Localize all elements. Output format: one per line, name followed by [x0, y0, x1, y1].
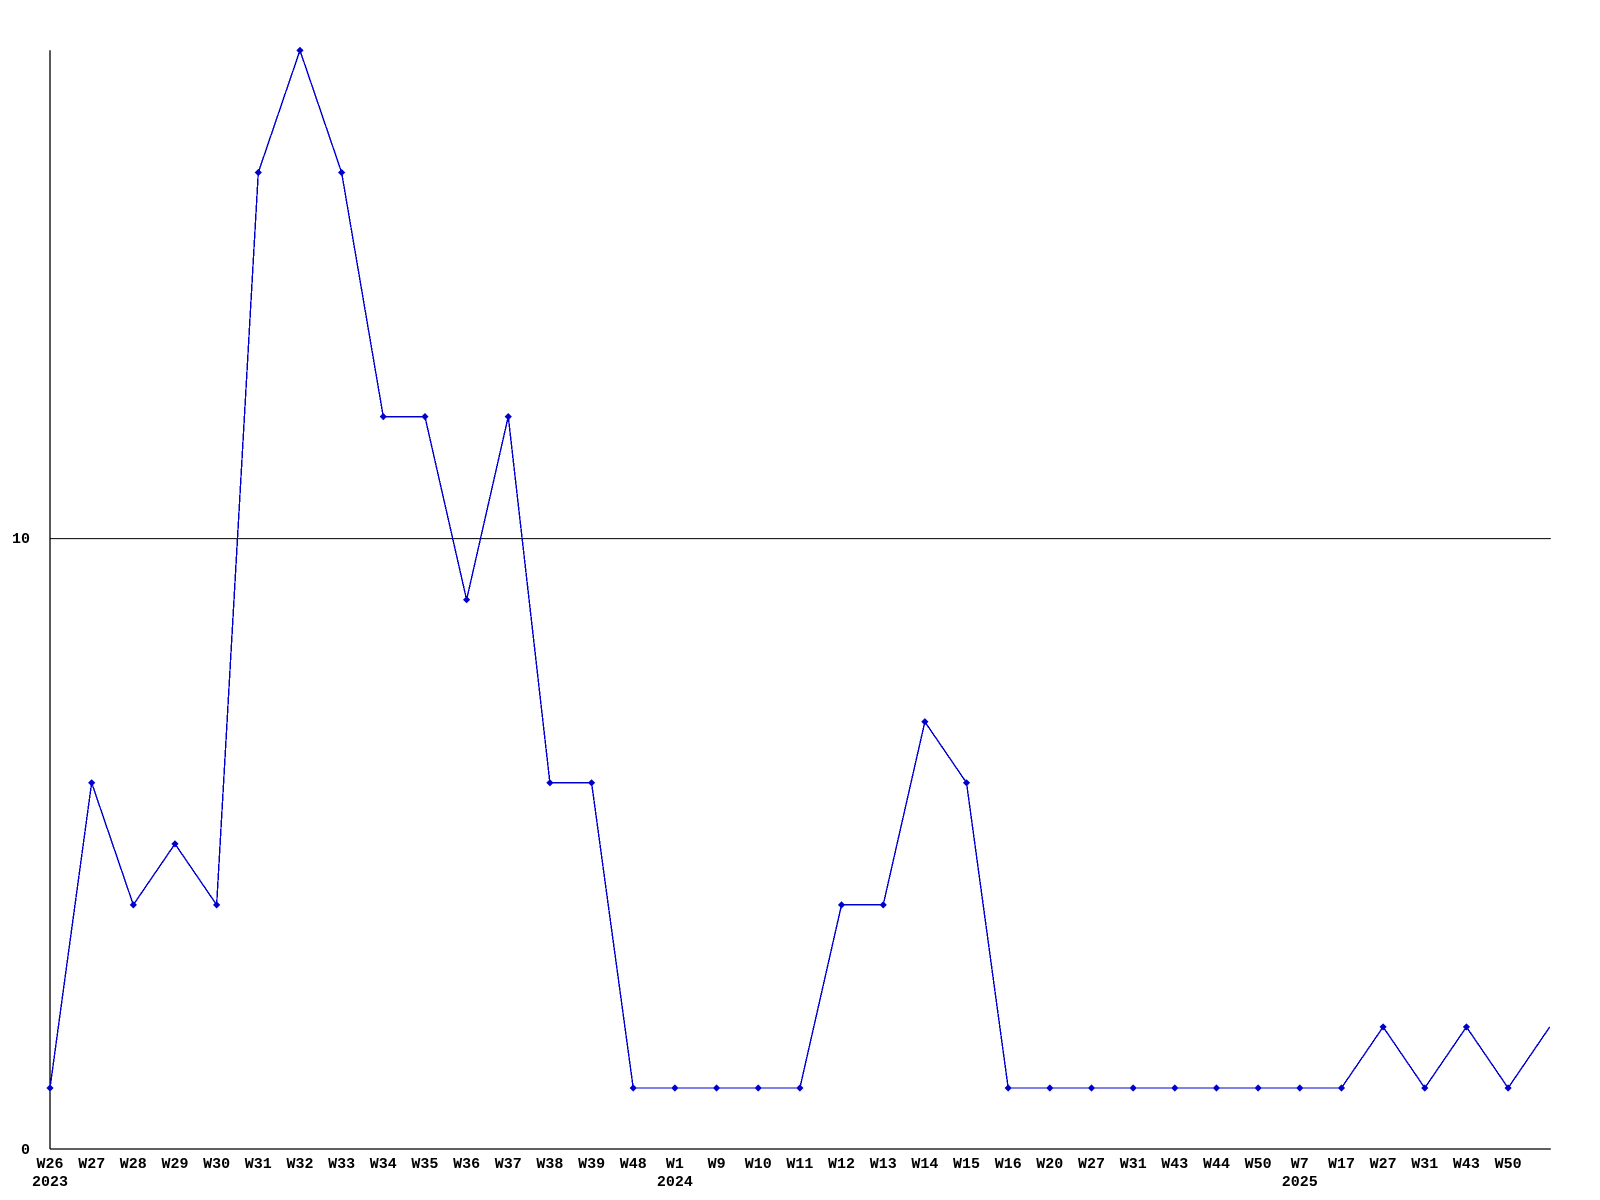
svg-text:W12: W12 — [828, 1156, 855, 1173]
svg-text:W36: W36 — [453, 1156, 480, 1173]
svg-text:2023: 2023 — [32, 1174, 68, 1191]
svg-text:W50: W50 — [1495, 1156, 1522, 1173]
svg-text:W1: W1 — [666, 1156, 684, 1173]
svg-text:W34: W34 — [370, 1156, 397, 1173]
svg-text:W10: W10 — [745, 1156, 772, 1173]
svg-text:W11: W11 — [786, 1156, 813, 1173]
svg-text:W39: W39 — [578, 1156, 605, 1173]
svg-text:W44: W44 — [1203, 1156, 1230, 1173]
svg-text:W32: W32 — [286, 1156, 313, 1173]
svg-text:W27: W27 — [78, 1156, 105, 1173]
svg-text:W13: W13 — [870, 1156, 897, 1173]
svg-text:W50: W50 — [1245, 1156, 1272, 1173]
svg-text:W9: W9 — [708, 1156, 726, 1173]
svg-text:W20: W20 — [1036, 1156, 1063, 1173]
svg-text:W37: W37 — [495, 1156, 522, 1173]
svg-text:W43: W43 — [1453, 1156, 1480, 1173]
svg-text:2025: 2025 — [1282, 1174, 1318, 1191]
svg-text:W31: W31 — [1411, 1156, 1438, 1173]
svg-text:W30: W30 — [203, 1156, 230, 1173]
svg-text:W16: W16 — [995, 1156, 1022, 1173]
svg-text:W27: W27 — [1078, 1156, 1105, 1173]
svg-text:W7: W7 — [1291, 1156, 1309, 1173]
svg-text:W15: W15 — [953, 1156, 980, 1173]
svg-text:W14: W14 — [911, 1156, 938, 1173]
svg-text:W29: W29 — [161, 1156, 188, 1173]
svg-text:10: 10 — [12, 531, 30, 548]
svg-text:W27: W27 — [1370, 1156, 1397, 1173]
svg-text:W48: W48 — [620, 1156, 647, 1173]
svg-text:W28: W28 — [120, 1156, 147, 1173]
svg-text:W38: W38 — [536, 1156, 563, 1173]
svg-text:W31: W31 — [1120, 1156, 1147, 1173]
svg-text:W43: W43 — [1161, 1156, 1188, 1173]
svg-text:W31: W31 — [245, 1156, 272, 1173]
svg-text:W26: W26 — [36, 1156, 63, 1173]
svg-text:2024: 2024 — [657, 1174, 693, 1191]
svg-text:W33: W33 — [328, 1156, 355, 1173]
svg-text:0: 0 — [21, 1142, 30, 1159]
svg-text:W35: W35 — [411, 1156, 438, 1173]
svg-text:W17: W17 — [1328, 1156, 1355, 1173]
